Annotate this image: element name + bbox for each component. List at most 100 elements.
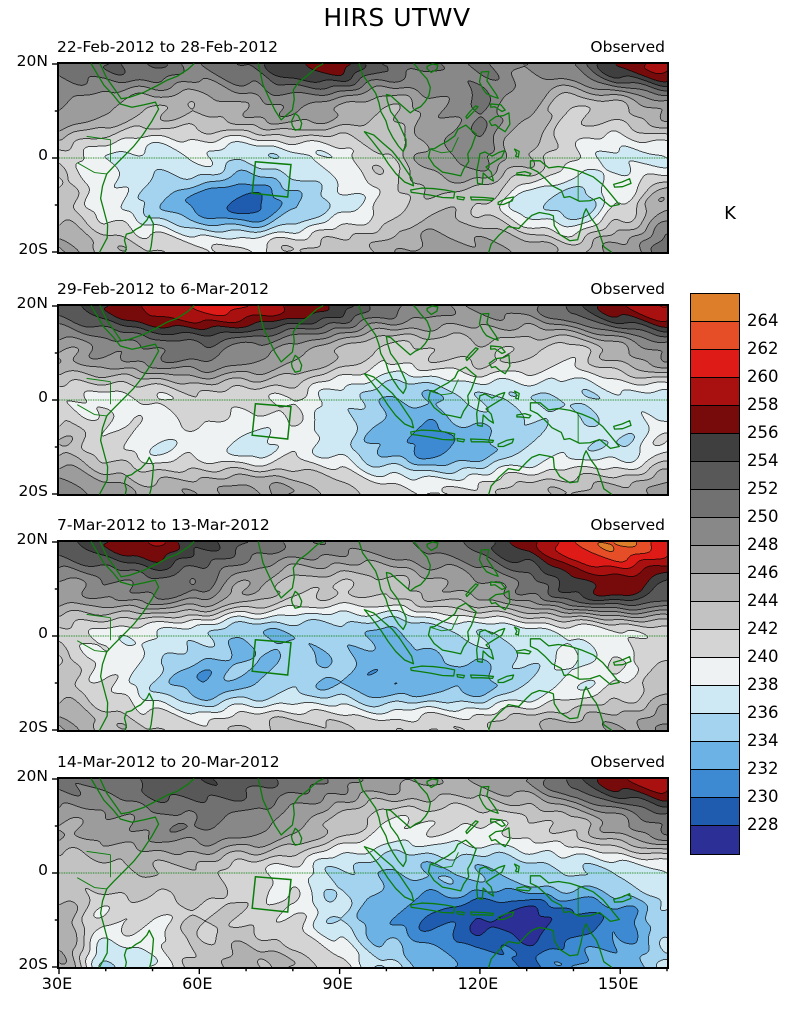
coastline-java [411,188,455,198]
y-axis-label: 20N [16,530,48,548]
coastline-halmahera [515,864,520,872]
coastline-seram [517,414,531,418]
x-axis-label: 120E [457,974,499,993]
coastline-borneo [428,367,476,418]
coastline-india [258,542,323,598]
coastline-new-britain [614,657,631,665]
colorbar-cell [691,434,739,462]
colorbar-tick-label: 234 [747,731,779,750]
coastline-visayas [491,104,505,112]
coastline-sumbawa-flores [471,197,494,200]
coastline-madagascar [124,930,153,967]
colorbar-cell [691,378,739,406]
coastline-new-guinea [530,876,619,922]
colorbar-cell [691,602,739,630]
figure-title: HIRS UTWV [323,3,471,32]
map-panel [57,304,669,496]
coastline-borneo [428,840,476,891]
coastline-mindanao [489,591,510,610]
coastline-madagascar [124,215,153,252]
coastline-arabia [100,64,194,99]
x-axis-label: 30E [41,974,73,993]
coastline-palawan [466,584,478,597]
coastline-palawan [466,348,478,361]
country-border [77,641,106,652]
colorbar-tick-label: 254 [747,451,779,470]
country-border [87,378,111,381]
coastline-sri-lanka [291,355,301,372]
coastline-luzon [479,550,498,577]
y-axis-label: 20S [18,718,48,736]
y-axis-label: 0 [38,861,48,879]
coastline-timor [498,675,513,683]
map-panel [57,62,669,254]
coastline-hainan [427,306,438,314]
coastline-hainan [427,542,438,550]
coastline-java [411,666,455,676]
colorbar-tick-label: 232 [747,759,779,778]
y-axis-label: 20N [16,52,48,70]
map-panel [57,540,669,732]
coastline-australia-north [489,209,612,252]
coastline-australia-north [489,924,612,967]
panel-header: 29-Feb-2012 to 6-Mar-2012 Observed [57,279,665,299]
map-overlay [59,64,667,252]
panel-title: 7-Mar-2012 to 13-Mar-2012 [57,516,270,534]
coastline-sulawesi [477,628,505,662]
coastline-madagascar [124,693,153,730]
colorbar-cell [691,686,739,714]
colorbar-tick-label: 248 [747,535,779,554]
coastline-sumbawa-flores [471,439,494,442]
colorbar-cell [691,574,739,602]
panel-title: 29-Feb-2012 to 6-Mar-2012 [57,280,269,298]
coastline-bali-lombok [457,675,464,678]
coastline-africa-east-coast [91,779,158,967]
colorbar-tick-label: 252 [747,479,779,498]
coastline-sulawesi [477,392,505,426]
coastline-sri-lanka [291,828,301,845]
colorbar-cell [691,462,739,490]
coastline-india [258,779,323,835]
country-border [87,136,111,139]
y-axis-label: 20N [16,294,48,312]
coastline-india [258,64,323,120]
coastline-africa-east-coast [91,542,158,730]
colorbar-tick-label: 244 [747,591,779,610]
coastline-luzon [479,314,498,341]
colorbar-cell [691,490,739,518]
coastline-borneo [428,125,476,176]
coastline-new-britain [614,894,631,902]
colorbar-cell [691,350,739,378]
coastline-arabia [100,779,194,814]
colorbar-tick-label: 256 [747,423,779,442]
map-overlay [59,779,667,967]
coastline-new-britain [614,421,631,429]
coastline-timor [498,197,513,205]
coastline-arabia [100,542,194,577]
country-border [77,878,106,889]
map-overlay [59,306,667,494]
coastline-borneo [428,603,476,654]
country-border [87,614,111,617]
coastline-sri-lanka [291,113,301,130]
x-axis-label: 60E [182,974,213,993]
colorbar-tick-label: 228 [747,815,779,834]
coastline-halmahera [515,149,520,157]
coastline-sumbawa-flores [471,912,494,915]
coastline-timor [498,439,513,447]
coastline-se-asia-mainland [359,306,430,393]
coastline-sumatra [364,374,413,428]
coastline-india [258,306,323,362]
coastline-se-asia-mainland [359,64,430,151]
map-overlay [59,542,667,730]
colorbar-tick-label: 240 [747,647,779,666]
coastline-sulawesi [477,150,505,184]
coastline-mindanao [489,355,510,374]
coastline-visayas [491,582,505,590]
coastline-palawan [466,106,478,119]
coastline-halmahera [515,627,520,635]
colorbar [690,293,740,855]
panel-header: 22-Feb-2012 to 28-Feb-2012 Observed [57,37,665,57]
coastline-madagascar [124,457,153,494]
coastline-sumatra [364,132,413,186]
